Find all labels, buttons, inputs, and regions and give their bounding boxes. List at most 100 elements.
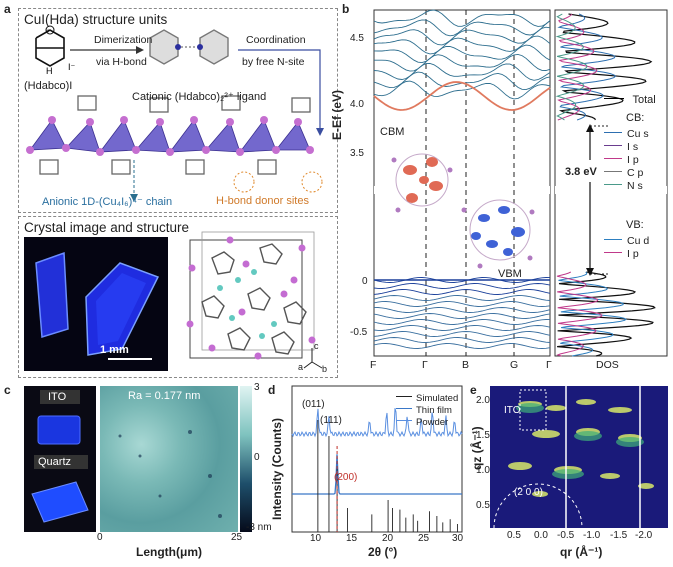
conduction-band [374, 53, 551, 72]
valence-band [373, 307, 551, 313]
giwaxs-xtick: 0.0 [534, 530, 548, 541]
dos-curve [558, 13, 653, 121]
panel-a-bottom-frame [18, 216, 338, 378]
dos-curve [557, 13, 617, 121]
cbar-mid: 0 [254, 452, 260, 463]
xrd-legend-item: Simulated [396, 388, 458, 404]
kpoint-label: Γ [546, 359, 552, 371]
scale-bar-label: 1 mm [100, 344, 129, 356]
legend-label: Cu s [627, 128, 649, 140]
cb-legend-item: C p [604, 163, 656, 179]
dos-curve [557, 271, 656, 357]
dos-curve [556, 271, 603, 357]
axis-c-label: c [314, 341, 319, 351]
crystal-structure [186, 231, 323, 369]
peak-011-label: (011) [302, 399, 325, 410]
legend-swatch [604, 252, 622, 254]
conduction-band [373, 44, 551, 64]
panel-a-top-frame [18, 8, 338, 213]
cbar-top: 3 [254, 382, 260, 393]
panel-label-d: d [268, 383, 276, 397]
legend-label: Powder [416, 417, 449, 428]
vb-legend-item: I p [604, 244, 656, 260]
kpoint-label: Γ [422, 359, 428, 371]
xrd-legend-item: Powder [396, 412, 458, 428]
orbital-visualization [391, 153, 535, 269]
giwaxs-ito-label: ITO [504, 405, 521, 416]
axis-b-label: b [322, 364, 328, 374]
panel-label-c: c [4, 383, 11, 397]
quartz-tag-bg [34, 455, 88, 469]
giwaxs-ytick: 2.0 [476, 395, 490, 406]
afm-image [100, 386, 238, 532]
valence-band [373, 295, 551, 301]
xrd-xtick: 30 [452, 533, 464, 544]
legend-swatch [604, 184, 622, 186]
giwaxs-ring-label: (2 0 0) [514, 487, 543, 498]
giwaxs-xtick: -2.0 [635, 530, 653, 541]
cationic-ligand-label: Cationic (Hdabco)₂²⁺ ligand [132, 91, 267, 103]
ito-label: ITO [48, 391, 67, 403]
giwaxs-xtick: 0.5 [507, 530, 521, 541]
panel-a-title-bottom: Crystal image and structure [24, 220, 190, 235]
band-gap-label: 3.8 eV [565, 166, 597, 178]
conduction-band [373, 26, 551, 46]
svg-text:H: H [46, 66, 53, 76]
ito-tag-bg [40, 390, 80, 404]
xrd-legend: Simulated Thin film Powder [396, 388, 458, 428]
crystal-photo [24, 237, 168, 371]
valence-band [373, 313, 551, 319]
band-ytick: 4.0 [350, 99, 364, 110]
legend-swatch [604, 132, 622, 134]
giwaxs-xtick: -1.5 [610, 530, 628, 541]
peak-200-label: (200) [334, 472, 358, 483]
vb-legend-item: Cu d [604, 231, 656, 247]
dos-curve [557, 13, 598, 121]
cb-title: CB: [626, 112, 645, 124]
anionic-chain-label: Anionic 1D-(Cu₄I₆)⁴⁻ chain [42, 196, 173, 208]
legend-label: I p [627, 248, 639, 260]
valence-band [373, 289, 551, 295]
legend-label: N s [627, 180, 643, 192]
afm-x1: 25 [231, 532, 243, 543]
valence-band [373, 343, 551, 349]
valence-band [373, 337, 551, 343]
xrd-ylabel: Intensity (Counts) [270, 418, 284, 520]
afm-xlabel: Length(μm) [136, 545, 202, 559]
panel-label-a: a [4, 2, 11, 16]
valence-band [373, 319, 551, 325]
legend-swatch [604, 158, 622, 160]
legend-swatch [604, 239, 622, 241]
legend-swatch [396, 420, 412, 422]
conduction-band [373, 19, 551, 37]
vb-title: VB: [626, 219, 644, 231]
hdabco-label: (Hdabco)I [24, 80, 73, 92]
hbond-donor-label: H-bond donor sites [216, 195, 309, 207]
giwaxs-xlabel: qr (Å⁻¹) [560, 545, 603, 559]
conduction-band [373, 80, 551, 100]
xrd-xtick: 10 [310, 533, 322, 544]
quartz-label: Quartz [38, 456, 72, 468]
legend-label: C p [627, 167, 644, 179]
xrd-xtick: 25 [418, 533, 430, 544]
xrd-powder-trace [291, 408, 463, 438]
xrd-legend-item: Thin film [396, 400, 458, 416]
giwaxs-xtick: -0.5 [557, 530, 575, 541]
dos-curve [558, 271, 627, 357]
free-nsite-label: by free N-site [242, 56, 305, 68]
legend-label: I s [627, 141, 639, 153]
xrd-xtick: 15 [346, 533, 358, 544]
cb-legend-item: N s [604, 176, 656, 192]
band-ytick: 0 [362, 276, 368, 287]
legend-label: Simulated [416, 393, 459, 404]
kpoint-label: B [462, 359, 470, 371]
band-ytick: 3.5 [350, 148, 364, 159]
cbm-band [373, 81, 551, 111]
cb-legend-item: I s [604, 137, 656, 153]
xrd-xtick: 20 [382, 533, 394, 544]
afm-x0: 0 [97, 532, 103, 543]
legend-label: I p [627, 154, 639, 166]
legend-swatch [604, 171, 622, 173]
legend-swatch [396, 396, 412, 398]
